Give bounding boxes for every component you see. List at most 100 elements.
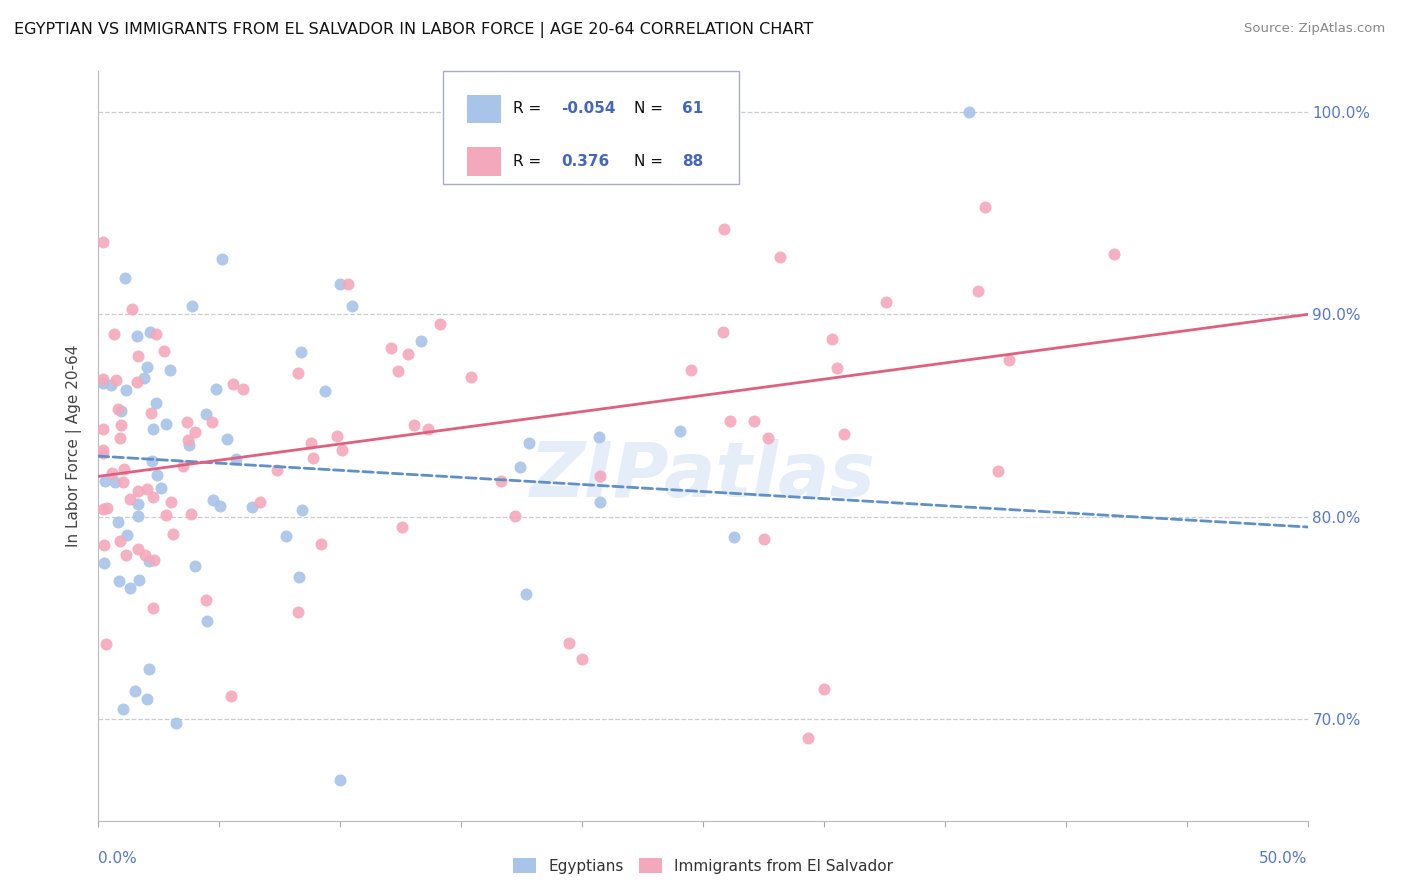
Point [177, 438, 200, 452]
Point [404, 418, 426, 433]
Point [125, 328, 148, 343]
Point [176, 415, 198, 429]
Point [127, 483, 149, 498]
Point [136, 360, 159, 375]
Point [515, 587, 537, 601]
Point [115, 527, 138, 541]
Point [827, 361, 849, 376]
Point [110, 404, 132, 418]
Y-axis label: In Labor Force | Age 20-64: In Labor Force | Age 20-64 [66, 345, 83, 547]
Legend: Egyptians, Immigrants from El Salvador: Egyptians, Immigrants from El Salvador [508, 852, 898, 880]
Point [96, 637, 118, 651]
Point [124, 683, 146, 698]
Point [287, 605, 309, 619]
Point [100, 378, 122, 392]
Point [201, 492, 224, 507]
Point [183, 558, 205, 573]
Text: 0.376: 0.376 [561, 153, 610, 169]
Point [215, 432, 238, 446]
FancyBboxPatch shape [443, 71, 740, 184]
Point [111, 702, 134, 716]
Text: -0.054: -0.054 [561, 102, 616, 116]
Point [127, 349, 149, 363]
Point [107, 515, 129, 529]
Point [396, 347, 419, 361]
Point [225, 451, 247, 466]
Point [503, 509, 526, 524]
Point [290, 345, 312, 359]
Point [142, 491, 165, 505]
Text: N =: N = [634, 153, 668, 169]
Point [145, 396, 167, 410]
Point [813, 681, 835, 696]
Text: 61: 61 [682, 102, 703, 116]
Point [93, 557, 115, 571]
Point [222, 376, 245, 391]
Point [194, 407, 217, 421]
Point [752, 532, 775, 546]
Point [195, 614, 218, 628]
Point [209, 499, 232, 513]
Point [288, 570, 311, 584]
Point [1102, 246, 1125, 260]
Point [134, 548, 156, 562]
Point [184, 425, 207, 439]
Point [120, 491, 142, 506]
Point [742, 414, 765, 428]
Point [589, 495, 612, 509]
Point [336, 277, 359, 292]
Point [287, 366, 309, 380]
Point [143, 553, 166, 567]
Point [107, 574, 129, 588]
Point [713, 222, 735, 236]
Point [509, 460, 531, 475]
Point [91, 372, 114, 386]
Point [201, 416, 224, 430]
Point [219, 689, 242, 703]
Point [153, 343, 176, 358]
Point [330, 443, 353, 458]
Point [125, 375, 148, 389]
Point [875, 294, 897, 309]
Point [998, 353, 1021, 368]
Point [141, 454, 163, 468]
Point [138, 662, 160, 676]
Point [756, 431, 779, 445]
Point [138, 554, 160, 568]
Point [309, 536, 332, 550]
Point [299, 435, 322, 450]
Point [160, 495, 183, 509]
Point [232, 382, 254, 396]
Point [146, 468, 169, 483]
Point [96, 501, 118, 516]
Point [180, 507, 202, 521]
Point [266, 463, 288, 477]
Point [115, 549, 138, 563]
Point [103, 326, 125, 341]
Point [94, 475, 117, 489]
Point [91, 442, 114, 457]
Point [723, 530, 745, 544]
Point [411, 334, 433, 348]
Point [165, 716, 187, 731]
Point [108, 431, 131, 445]
Bar [467, 95, 501, 123]
Point [112, 462, 135, 476]
Point [141, 601, 163, 615]
Point [974, 200, 997, 214]
Point [150, 481, 173, 495]
Point [391, 520, 413, 534]
Point [107, 402, 129, 417]
Point [127, 509, 149, 524]
Text: 0.0%: 0.0% [98, 851, 138, 866]
Point [101, 466, 124, 480]
Point [242, 500, 264, 514]
Text: Source: ZipAtlas.com: Source: ZipAtlas.com [1244, 22, 1385, 36]
Text: R =: R = [513, 102, 547, 116]
Point [987, 464, 1010, 478]
Point [291, 502, 314, 516]
Point [91, 446, 114, 460]
Point [114, 271, 136, 285]
Point [329, 773, 352, 788]
Point [139, 325, 162, 339]
